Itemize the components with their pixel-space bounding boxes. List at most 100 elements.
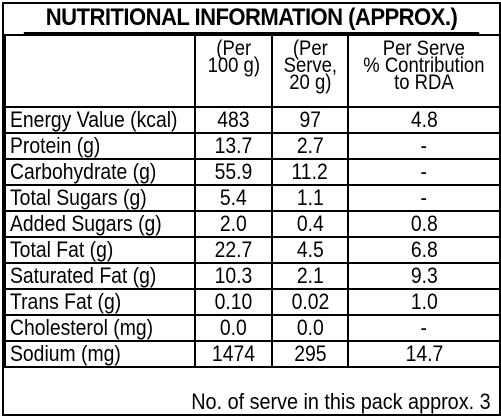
per-100g-cell: 10.3 xyxy=(194,262,273,290)
per-serve-cell-text: 1.1 xyxy=(296,185,324,210)
header-rda: Per Serve % Contribution to RDA xyxy=(347,34,501,108)
rda-cell-text: 1.0 xyxy=(410,289,438,314)
nutrient-cell-text: Saturated Fat (g) xyxy=(10,263,157,288)
nutrient-cell: Sodium (mg) xyxy=(4,340,196,368)
rda-cell-text: - xyxy=(420,315,428,340)
per-serve-cell: 4.5 xyxy=(271,236,349,264)
header-nutrient xyxy=(4,34,196,108)
rda-cell: - xyxy=(347,158,501,186)
per-100g-cell: 483 xyxy=(194,106,273,134)
per-serve-cell-text: 0.02 xyxy=(291,289,329,314)
per-100g-cell: 1474 xyxy=(194,340,273,368)
rda-cell: 1.0 xyxy=(347,288,501,316)
nutrient-cell-text: Trans Fat (g) xyxy=(10,289,122,314)
table-row: Carbohydrate (g) 55.9 11.2 - xyxy=(4,158,501,186)
header-per-serve-line: Serve, xyxy=(283,54,337,77)
nutrient-cell: Added Sugars (g) xyxy=(4,210,196,238)
per-serve-cell: 97 xyxy=(271,106,349,134)
per-serve-cell-text: 295 xyxy=(293,341,327,366)
rda-cell-text: 6.8 xyxy=(410,237,438,262)
rda-cell-text: 4.8 xyxy=(410,107,438,132)
nutrient-cell-text: Total Fat (g) xyxy=(10,237,114,262)
per-serve-cell: 0.02 xyxy=(271,288,349,316)
per-serve-cell: 1.1 xyxy=(271,184,349,212)
nutrient-cell-text: Sodium (mg) xyxy=(10,341,121,366)
per-100g-cell: 55.9 xyxy=(194,158,273,186)
table-row: Added Sugars (g) 2.0 0.4 0.8 xyxy=(4,210,501,238)
header-per-100g: (Per 100 g) xyxy=(194,34,273,108)
nutrient-cell: Total Fat (g) xyxy=(4,236,196,264)
rda-cell-text: - xyxy=(420,133,428,158)
rda-cell: - xyxy=(347,184,501,212)
table-row: Energy Value (kcal) 483 97 4.8 xyxy=(4,106,501,134)
per-100g-cell: 0.10 xyxy=(194,288,273,316)
nutrient-cell: Carbohydrate (g) xyxy=(4,158,196,186)
nutrient-cell: Cholesterol (mg) xyxy=(4,314,196,342)
per-100g-cell: 2.0 xyxy=(194,210,273,238)
per-serve-cell-text: 0.4 xyxy=(296,211,324,236)
per-serve-cell-text: 0.0 xyxy=(296,315,324,340)
rda-cell-text: - xyxy=(420,159,428,184)
table-row: Total Fat (g) 22.7 4.5 6.8 xyxy=(4,236,501,264)
table-header-row: (Per 100 g) (Per Serve, 20 g) Per Serve … xyxy=(4,34,501,108)
per-serve-cell-text: 2.7 xyxy=(296,133,324,158)
nutrient-cell: Energy Value (kcal) xyxy=(4,106,196,134)
rda-cell: 4.8 xyxy=(347,106,501,134)
per-serve-cell: 0.0 xyxy=(271,314,349,342)
per-100g-cell-text: 1474 xyxy=(211,341,256,366)
nutrient-cell: Saturated Fat (g) xyxy=(4,262,196,290)
header-per-serve: (Per Serve, 20 g) xyxy=(271,34,349,108)
rda-cell: - xyxy=(347,314,501,342)
per-100g-cell: 22.7 xyxy=(194,236,273,264)
servings-note-text: No. of serve in this pack approx. 3 xyxy=(191,389,491,414)
per-100g-cell-text: 0.0 xyxy=(220,315,247,340)
table-row: Cholesterol (mg) 0.0 0.0 - xyxy=(4,314,501,342)
nutrient-cell-text: Cholesterol (mg) xyxy=(10,315,154,340)
nutrient-cell-text: Energy Value (kcal) xyxy=(10,107,178,132)
rda-cell: 9.3 xyxy=(347,262,501,290)
per-serve-cell-text: 4.5 xyxy=(296,237,324,262)
table-row: Protein (g) 13.7 2.7 - xyxy=(4,132,501,160)
nutrient-cell-text: Added Sugars (g) xyxy=(10,211,162,236)
nutrient-cell: Protein (g) xyxy=(4,132,196,160)
table-row: Saturated Fat (g) 10.3 2.1 9.3 xyxy=(4,262,501,290)
header-rda-line: to RDA xyxy=(394,71,454,94)
rda-cell: - xyxy=(347,132,501,160)
per-serve-cell: 2.7 xyxy=(271,132,349,160)
per-100g-cell-text: 10.3 xyxy=(214,263,253,288)
per-serve-cell: 0.4 xyxy=(271,210,349,238)
per-100g-cell: 13.7 xyxy=(194,132,273,160)
per-serve-cell-text: 2.1 xyxy=(296,263,324,288)
rda-cell-text: 0.8 xyxy=(410,211,438,236)
rda-cell-text: 14.7 xyxy=(405,341,443,366)
per-100g-cell: 0.0 xyxy=(194,314,273,342)
rda-cell: 6.8 xyxy=(347,236,501,264)
label-title: NUTRITIONAL INFORMATION (APPROX.) xyxy=(23,4,480,34)
per-100g-cell: 5.4 xyxy=(194,184,273,212)
header-rda-line: % Contribution xyxy=(363,54,485,77)
per-100g-cell-text: 2.0 xyxy=(220,211,247,236)
rda-cell-text: 9.3 xyxy=(410,263,438,288)
per-serve-cell: 2.1 xyxy=(271,262,349,290)
per-100g-cell-text: 22.7 xyxy=(214,237,253,262)
per-serve-cell: 295 xyxy=(271,340,349,368)
nutrient-cell-text: Carbohydrate (g) xyxy=(10,159,157,184)
nutrient-cell: Total Sugars (g) xyxy=(4,184,196,212)
servings-note: No. of serve in this pack approx. 3 xyxy=(4,390,499,414)
nutrient-cell-text: Protein (g) xyxy=(10,133,101,158)
header-per-serve-line: (Per xyxy=(292,37,328,60)
per-serve-cell: 11.2 xyxy=(271,158,349,186)
per-100g-cell-text: 13.7 xyxy=(214,133,253,158)
table-row: Total Sugars (g) 5.4 1.1 - xyxy=(4,184,501,212)
per-100g-cell-text: 0.10 xyxy=(214,289,253,314)
header-rda-line: Per Serve xyxy=(382,37,466,60)
rda-cell-text: - xyxy=(420,185,428,210)
rda-cell: 0.8 xyxy=(347,210,501,238)
table-row: Sodium (mg) 1474 295 14.7 xyxy=(4,340,501,368)
per-serve-cell-text: 97 xyxy=(299,107,321,132)
per-100g-cell-text: 55.9 xyxy=(214,159,253,184)
per-100g-cell-text: 5.4 xyxy=(220,185,247,210)
nutrient-cell: Trans Fat (g) xyxy=(4,288,196,316)
header-per-100g-line: (Per xyxy=(216,37,251,60)
